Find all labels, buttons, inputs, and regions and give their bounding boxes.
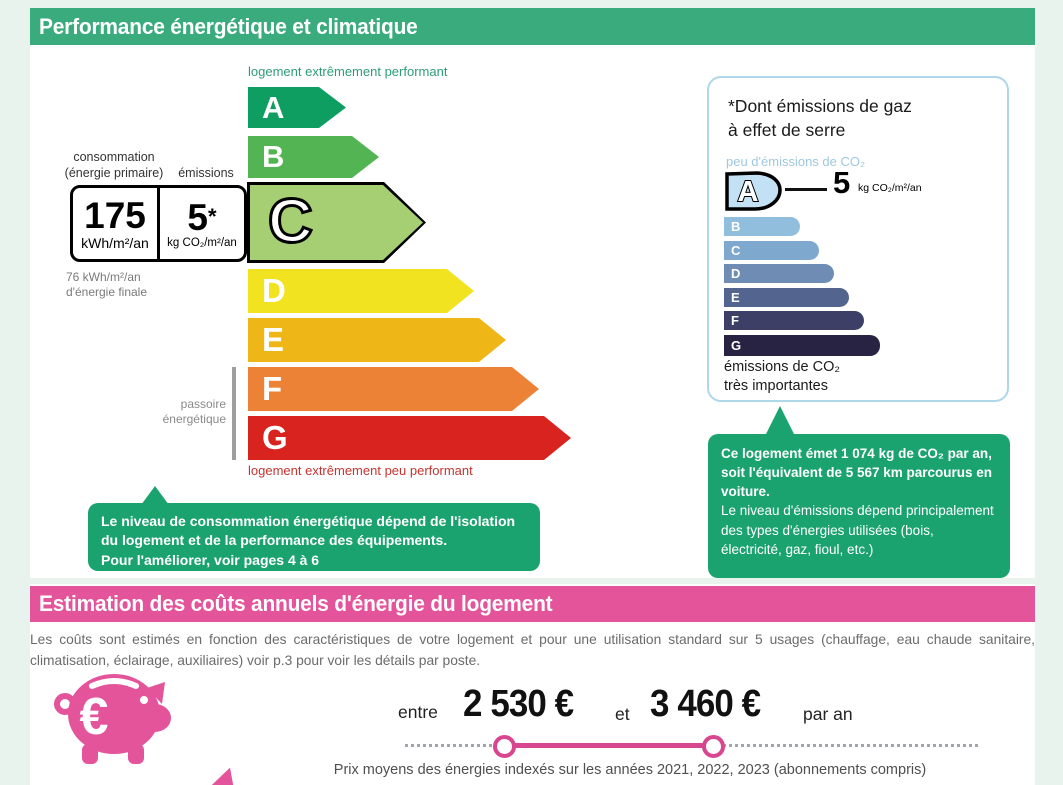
energy-class-d-arrow: D: [248, 269, 474, 313]
costs-section-title: Estimation des coûts annuels d'énergie d…: [39, 591, 553, 616]
co2-tooltip-regular-text: Le niveau d'émissions dépend principalem…: [721, 503, 994, 557]
passoire-line1: passoire: [180, 397, 226, 411]
co2-tooltip: Ce logement émet 1 074 kg de CO₂ par an,…: [708, 434, 1010, 578]
ghg-title-line1: *Dont émissions de gaz: [728, 96, 912, 116]
price-et-label: et: [615, 704, 630, 724]
emissions-column-label: émissions: [178, 166, 234, 180]
final-energy-line1: 76 kWh/m²/an: [66, 270, 141, 284]
consumption-unit: kWh/m²/an: [81, 234, 149, 251]
ghg-bars: B C D E F G: [724, 217, 880, 361]
ghg-title-line2: à effet de serre: [728, 119, 846, 140]
ghg-class-d-bar: D: [724, 264, 834, 284]
svg-text:€: €: [80, 688, 109, 746]
consumption-label-line2: (énergie primaire): [64, 165, 164, 180]
ghg-class-f-bar: F: [724, 311, 864, 331]
price-footnote: Prix moyens des énergies indexés sur les…: [333, 762, 927, 778]
ghg-low-label: peu d'émissions de CO₂: [726, 154, 866, 169]
energy-class-f-label: F: [262, 370, 283, 407]
energy-section-header: Performance énergétique et climatique: [30, 8, 1035, 45]
energy-tooltip-text: Le niveau de consommation énergétique dé…: [101, 513, 516, 549]
energy-class-b-arrow: B: [248, 136, 379, 178]
emissions-value: 5*: [187, 196, 217, 238]
ghg-class-a-arrow: A: [725, 171, 782, 211]
emissions-star: *: [208, 203, 217, 229]
emissions-cell: 5* kg CO₂/m²/an: [160, 188, 244, 259]
value-box-divider: [157, 188, 160, 259]
consumption-value: 175: [84, 194, 146, 236]
scale-top-label: logement extrêmement performant: [248, 64, 448, 79]
ghg-high-line2: très importantes: [724, 377, 828, 394]
price-range-min-knob: [493, 735, 516, 758]
ghg-high-line1: émissions de CO₂: [724, 359, 841, 375]
costs-description: Les coûts sont estimés en fonction des c…: [30, 632, 1035, 669]
ghg-class-c-bar: C: [724, 240, 819, 260]
ghg-class-b-bar: B: [724, 217, 800, 236]
energy-tooltip-pages: Pour l'améliorer, voir pages 4 à 6: [101, 551, 320, 568]
energy-tooltip-pointer: [141, 486, 169, 505]
energy-class-c-label: C: [267, 186, 315, 258]
price-range-max-knob: [702, 735, 725, 758]
co2-tooltip-pointer: [766, 406, 794, 434]
passoire-label: passoire énergétique: [148, 397, 226, 427]
ghg-title: *Dont émissions de gaz à effet de serre: [728, 95, 912, 142]
co2-tooltip-bold-text: Ce logement émet 1 074 kg de CO₂ par an,…: [721, 446, 993, 500]
energy-class-a-label: A: [262, 89, 285, 125]
price-range-segment: [503, 743, 713, 748]
consumption-cell: 175 kWh/m²/an: [73, 188, 157, 259]
energy-class-e-label: E: [262, 321, 285, 358]
energy-class-c-fill: [250, 185, 423, 260]
ghg-class-e-bar: E: [724, 287, 849, 307]
final-energy-note: 76 kWh/m²/an d'énergie finale: [66, 270, 147, 300]
energy-class-e-arrow: E: [248, 318, 506, 362]
consumption-label-line1: consommation: [73, 150, 155, 164]
energy-class-f-arrow: F: [248, 367, 539, 411]
ghg-class-a-shape: [725, 171, 782, 211]
passoire-bracket-bar: [232, 367, 236, 460]
consumption-column-label: consommation (énergie primaire): [58, 150, 170, 181]
final-energy-line2: d'énergie finale: [66, 285, 148, 299]
emissions-unit: kg CO₂/m²/an: [167, 236, 237, 249]
ghg-high-label: émissions de CO₂ très importantes: [724, 358, 840, 396]
ghg-pointer-line: [785, 188, 827, 191]
costs-section-header: Estimation des coûts annuels d'énergie d…: [30, 586, 1035, 622]
passoire-line2: énergétique: [162, 412, 226, 426]
ghg-value: 5: [833, 165, 851, 200]
energy-class-c-arrow-selected: [247, 182, 426, 263]
energy-class-g-label: G: [262, 419, 288, 456]
energy-class-b-label: B: [262, 139, 285, 174]
energy-tooltip: Le niveau de consommation énergétique dé…: [88, 503, 540, 571]
ghg-class-g-bar: G: [724, 334, 880, 356]
ghg-box: *Dont émissions de gaz à effet de serre …: [707, 76, 1009, 402]
price-per-label: par an: [803, 704, 853, 724]
price-entre-label: entre: [398, 702, 438, 722]
price-min-value: 2 530 €: [463, 683, 574, 725]
energy-class-g-arrow: G: [248, 416, 571, 460]
scale-bottom-label: logement extrêmement peu performant: [248, 463, 473, 478]
energy-section-title: Performance énergétique et climatique: [39, 13, 418, 39]
ghg-class-a-label: A: [738, 176, 759, 208]
energy-values-box: 175 kWh/m²/an 5* kg CO₂/m²/an: [70, 185, 247, 262]
ghg-unit: kg CO₂/m²/an: [858, 182, 922, 194]
energy-class-d-label: D: [262, 272, 286, 309]
price-max-value: 3 460 €: [650, 683, 761, 725]
piggy-bank-icon: €: [54, 674, 171, 764]
